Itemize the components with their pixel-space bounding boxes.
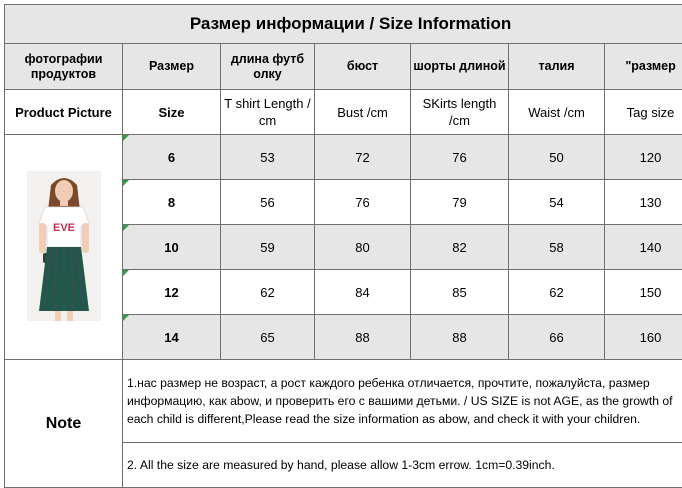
- header-en-size: Size: [123, 90, 221, 135]
- note-text-1: 1.нас размер не возраст, а рост каждого …: [123, 360, 682, 443]
- cell-waist: 58: [509, 225, 605, 270]
- header-ru-product: фотографии продуктов: [5, 44, 123, 90]
- cell-bust: 76: [315, 180, 411, 225]
- header-ru-tshirt: длина футб олку: [221, 44, 315, 90]
- table-row: EVE 6 53 72: [5, 135, 682, 180]
- cell-tag: 130: [605, 180, 682, 225]
- table-title: Размер информации / Size Information: [5, 5, 682, 44]
- cell-skirt: 76: [411, 135, 509, 180]
- header-en-tshirt: T shirt Length / cm: [221, 90, 315, 135]
- note-row: Note 1.нас размер не возраст, а рост каж…: [5, 360, 682, 443]
- header-ru-skirt: шорты длиной: [411, 44, 509, 90]
- cell-waist: 54: [509, 180, 605, 225]
- cell-size: 10: [123, 225, 221, 270]
- header-en-product: Product Picture: [5, 90, 123, 135]
- cell-size: 14: [123, 315, 221, 360]
- cell-tshirt: 59: [221, 225, 315, 270]
- note-label: Note: [5, 360, 123, 488]
- cell-waist: 62: [509, 270, 605, 315]
- cell-skirt: 85: [411, 270, 509, 315]
- cell-skirt: 88: [411, 315, 509, 360]
- header-ru-size: Размер: [123, 44, 221, 90]
- cell-skirt: 82: [411, 225, 509, 270]
- shirt-print-text: EVE: [52, 222, 74, 234]
- header-row-en: Product Picture Size T shirt Length / cm…: [5, 90, 682, 135]
- product-picture: EVE: [5, 135, 123, 360]
- header-en-skirt: SKirts length /cm: [411, 90, 509, 135]
- cell-size: 12: [123, 270, 221, 315]
- cell-tag: 120: [605, 135, 682, 180]
- cell-bust: 72: [315, 135, 411, 180]
- cell-waist: 50: [509, 135, 605, 180]
- cell-tag: 160: [605, 315, 682, 360]
- cell-waist: 66: [509, 315, 605, 360]
- header-en-waist: Waist /cm: [509, 90, 605, 135]
- cell-skirt: 79: [411, 180, 509, 225]
- cell-bust: 80: [315, 225, 411, 270]
- header-row-ru: фотографии продуктов Размер длина футб о…: [5, 44, 682, 90]
- header-ru-bust: бюст: [315, 44, 411, 90]
- cell-size: 8: [123, 180, 221, 225]
- cell-tag: 140: [605, 225, 682, 270]
- cell-tag: 150: [605, 270, 682, 315]
- note-text-2: 2. All the size are measured by hand, pl…: [123, 443, 682, 488]
- product-photo-icon: EVE: [27, 171, 101, 321]
- cell-tshirt: 62: [221, 270, 315, 315]
- header-ru-waist: талия: [509, 44, 605, 90]
- cell-size: 6: [123, 135, 221, 180]
- cell-tshirt: 53: [221, 135, 315, 180]
- cell-bust: 84: [315, 270, 411, 315]
- header-ru-tag: "размер: [605, 44, 682, 90]
- size-table: Размер информации / Size Information фот…: [4, 4, 682, 488]
- cell-tshirt: 56: [221, 180, 315, 225]
- cell-bust: 88: [315, 315, 411, 360]
- header-en-bust: Bust /cm: [315, 90, 411, 135]
- cell-tshirt: 65: [221, 315, 315, 360]
- header-en-tag: Tag size: [605, 90, 682, 135]
